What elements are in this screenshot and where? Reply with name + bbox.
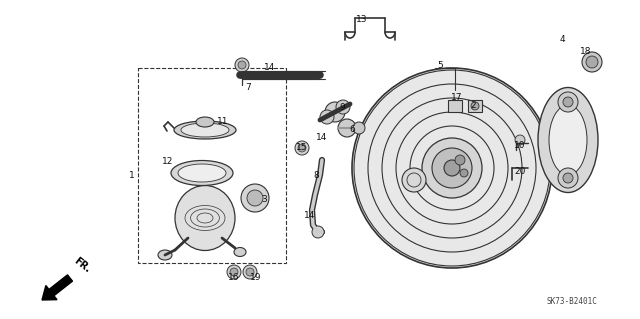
Ellipse shape <box>158 250 172 260</box>
Ellipse shape <box>538 87 598 192</box>
Text: 20: 20 <box>515 167 525 176</box>
Text: 6: 6 <box>349 125 355 135</box>
Circle shape <box>455 155 465 165</box>
Circle shape <box>586 56 598 68</box>
Text: 8: 8 <box>313 170 319 180</box>
Text: 5: 5 <box>437 61 443 70</box>
Circle shape <box>353 122 365 134</box>
Circle shape <box>246 268 254 276</box>
Circle shape <box>471 102 479 110</box>
Circle shape <box>235 58 249 72</box>
Ellipse shape <box>196 117 214 127</box>
Ellipse shape <box>171 160 233 186</box>
Text: 16: 16 <box>228 273 240 283</box>
Ellipse shape <box>174 121 236 139</box>
Circle shape <box>227 265 241 279</box>
Circle shape <box>432 148 472 188</box>
Circle shape <box>558 168 578 188</box>
Circle shape <box>563 173 573 183</box>
Circle shape <box>422 138 482 198</box>
Text: 14: 14 <box>304 211 316 219</box>
Text: 17: 17 <box>451 93 463 102</box>
Circle shape <box>325 102 345 122</box>
Text: 18: 18 <box>580 48 592 56</box>
FancyArrow shape <box>42 275 72 300</box>
Text: 19: 19 <box>250 273 262 283</box>
Text: 2: 2 <box>470 100 476 109</box>
Text: 11: 11 <box>217 117 228 127</box>
Circle shape <box>563 97 573 107</box>
Circle shape <box>295 141 309 155</box>
Text: 3: 3 <box>261 196 267 204</box>
Circle shape <box>402 168 426 192</box>
Ellipse shape <box>549 105 587 175</box>
Circle shape <box>558 92 578 112</box>
Circle shape <box>336 100 350 114</box>
Circle shape <box>338 119 356 137</box>
Text: 7: 7 <box>245 84 251 93</box>
Circle shape <box>230 268 238 276</box>
Circle shape <box>241 184 269 212</box>
Circle shape <box>320 110 334 124</box>
Circle shape <box>243 265 257 279</box>
Text: 14: 14 <box>264 63 276 72</box>
Circle shape <box>460 169 468 177</box>
Text: 13: 13 <box>356 16 368 25</box>
Text: 4: 4 <box>559 35 565 44</box>
Text: 14: 14 <box>316 133 328 143</box>
Bar <box>468 100 482 112</box>
Circle shape <box>238 61 246 69</box>
Circle shape <box>444 160 460 176</box>
Bar <box>138 68 286 263</box>
Text: 15: 15 <box>296 144 308 152</box>
Text: 1: 1 <box>129 170 135 180</box>
Circle shape <box>582 52 602 72</box>
Text: 10: 10 <box>515 140 525 150</box>
Bar <box>448 100 462 112</box>
Ellipse shape <box>178 164 226 182</box>
Circle shape <box>352 68 552 268</box>
Ellipse shape <box>181 123 229 137</box>
Text: 9: 9 <box>339 103 345 113</box>
Circle shape <box>247 190 263 206</box>
Circle shape <box>298 144 306 152</box>
Ellipse shape <box>175 186 235 250</box>
Text: SK73-B2401C: SK73-B2401C <box>547 298 597 307</box>
Circle shape <box>312 226 324 238</box>
Text: 12: 12 <box>163 158 173 167</box>
Text: FR.: FR. <box>72 256 92 274</box>
Circle shape <box>515 135 525 145</box>
Ellipse shape <box>234 248 246 256</box>
